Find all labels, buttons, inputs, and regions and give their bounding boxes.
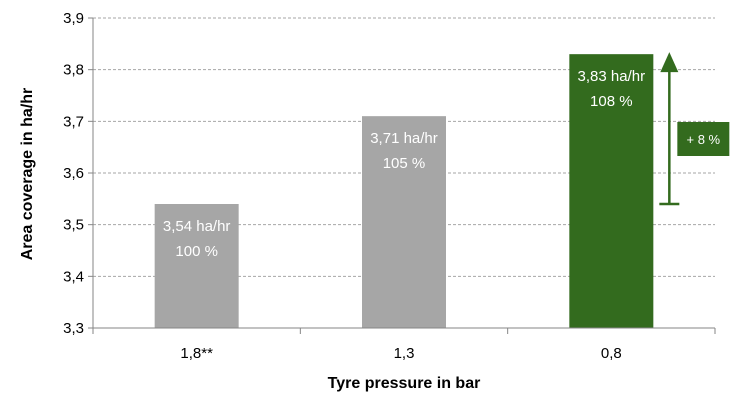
y-tick-label: 3,8	[63, 62, 84, 79]
x-axis-title: Tyre pressure in bar	[328, 375, 481, 392]
y-tick-label: 3,7	[63, 113, 84, 130]
bar-value-label: 3,83 ha/hr	[578, 68, 646, 85]
y-tick-label: 3,9	[63, 10, 84, 27]
y-tick-label: 3,3	[63, 320, 84, 337]
bar-percent-label: 108 %	[590, 93, 633, 110]
annotation-text: + 8 %	[687, 132, 721, 147]
y-axis-title: Area coverage in ha/hr	[19, 88, 36, 261]
bar-value-label: 3,71 ha/hr	[370, 130, 438, 147]
bar-percent-label: 100 %	[175, 243, 218, 260]
y-tick-label: 3,4	[63, 268, 84, 285]
x-tick-label: 0,8	[601, 345, 622, 362]
x-tick-label: 1,3	[394, 345, 415, 362]
annotation-arrow-head	[660, 52, 679, 73]
bar-percent-label: 105 %	[383, 155, 426, 172]
y-tick-label: 3,6	[63, 165, 84, 182]
annotation-badge	[677, 122, 730, 156]
bar-value-label: 3,54 ha/hr	[163, 218, 231, 235]
bars: 3,54 ha/hr 100 % 3,71 ha/hr 105 % 3,83 ha/hr…	[154, 54, 654, 329]
x-tick-label: 1,8**	[180, 345, 213, 362]
bar	[154, 204, 239, 328]
increase-annotation: + 8 %	[659, 52, 730, 206]
bar	[362, 116, 446, 329]
ticks: 3,3 3,4 3,5 3,6 3,7 3,8 3,9 1,8** 1,3 0,8	[63, 10, 716, 362]
y-tick-label: 3,5	[63, 217, 84, 234]
bar	[569, 54, 654, 329]
